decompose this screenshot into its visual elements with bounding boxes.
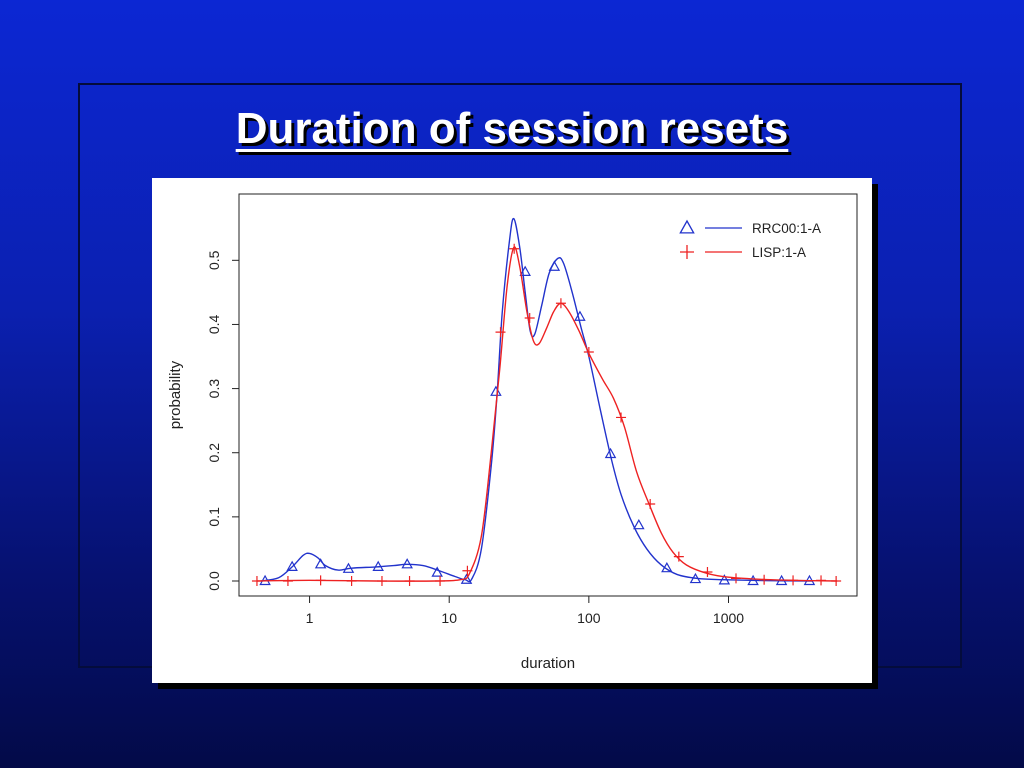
data-point (673, 551, 684, 562)
frame-line-left (78, 83, 80, 668)
data-point (555, 298, 566, 309)
chart-svg: 1 10 100 1000 0.0 0.1 0.2 0.3 0.4 0.5 RRC00:1-A LI… (167, 193, 858, 672)
y-tick-label: 0.1 (206, 507, 222, 527)
y-tick-label: 0.0 (206, 571, 222, 591)
y-tick-label: 0.5 (206, 250, 222, 270)
data-point (831, 576, 842, 586)
data-point (376, 576, 387, 586)
axes: 1 10 100 1000 0.0 0.1 0.2 0.3 0.4 0.5 (206, 250, 744, 626)
data-point (689, 572, 702, 584)
data-point (490, 385, 502, 396)
data-point (401, 558, 413, 569)
data-point (404, 576, 415, 586)
series-rrc00 (259, 217, 816, 586)
legend-marker-triangle (679, 219, 695, 234)
data-point (731, 573, 742, 584)
y-axis-label: probability (167, 360, 184, 429)
data-point (372, 560, 384, 571)
data-point (251, 576, 262, 586)
legend-label: RRC00:1-A (752, 221, 821, 236)
plot-frame (238, 193, 858, 597)
data-point (718, 574, 731, 585)
data-point (604, 447, 617, 459)
data-point (759, 574, 770, 585)
data-point (574, 310, 586, 321)
data-point (788, 575, 799, 586)
series-line (256, 246, 838, 582)
data-point (747, 574, 759, 586)
legend-label: LISP:1-A (752, 245, 806, 260)
data-point (645, 499, 656, 510)
legend: RRC00:1-A LISP:1-A (679, 219, 821, 260)
legend-marker-plus (680, 245, 694, 259)
y-tick-label: 0.4 (206, 315, 222, 335)
data-point (524, 313, 535, 324)
chart-panel: 1 10 100 1000 0.0 0.1 0.2 0.3 0.4 0.5 RRC00:1-A LI… (152, 178, 872, 683)
series-lisp (251, 243, 842, 586)
data-point (509, 243, 520, 254)
y-tick-label: 0.2 (206, 443, 222, 463)
y-tick-label: 0.3 (206, 379, 222, 399)
data-point (342, 562, 355, 573)
data-point (702, 567, 713, 578)
data-point (495, 327, 506, 338)
data-point (816, 575, 827, 586)
data-point (462, 565, 473, 576)
series-line (261, 217, 813, 583)
frame-line-top (78, 83, 962, 85)
data-point (661, 561, 673, 573)
x-tick-label: 1000 (713, 610, 744, 626)
data-point (315, 575, 326, 586)
data-point (548, 260, 561, 271)
x-axis-label: duration (521, 655, 575, 672)
data-point (314, 558, 327, 569)
data-point (286, 560, 298, 571)
data-point (519, 265, 531, 276)
data-point (282, 576, 293, 586)
x-tick-label: 10 (441, 610, 457, 626)
frame-line-right (960, 83, 962, 668)
x-tick-label: 100 (577, 610, 601, 626)
data-point (346, 576, 357, 586)
data-point (633, 518, 645, 530)
series-group (251, 217, 842, 586)
data-point (431, 566, 443, 577)
x-tick-label: 1 (306, 610, 314, 626)
data-point (583, 347, 594, 358)
data-point (616, 412, 627, 423)
data-point (435, 576, 446, 586)
slide-title: Duration of session resets (235, 104, 789, 153)
